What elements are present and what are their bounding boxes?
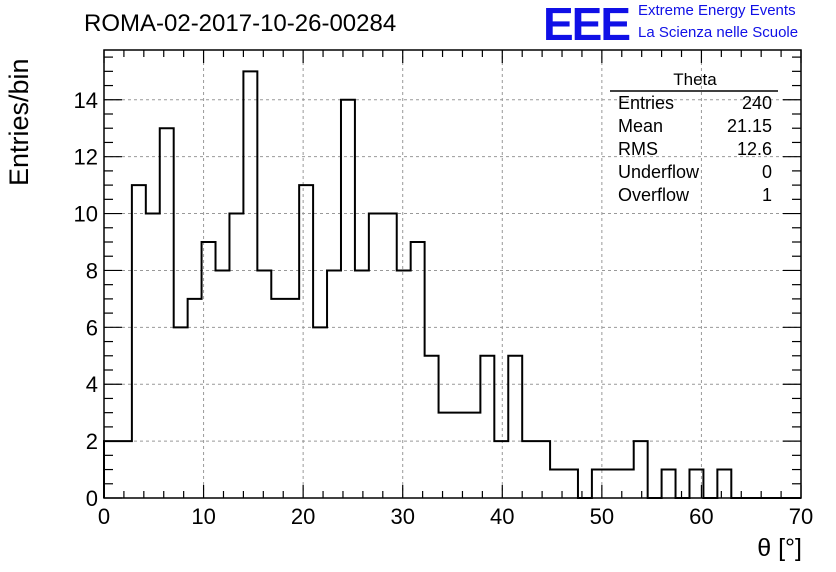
y-tick-label: 0	[86, 486, 98, 511]
stat-value: 12.6	[736, 139, 772, 159]
grid-lines	[104, 50, 801, 498]
stats-title: Theta	[673, 70, 717, 89]
x-tick-label: 20	[291, 504, 315, 529]
x-tick-label: 60	[689, 504, 713, 529]
logo-subtitle-2: La Scienza nelle Scuole	[638, 24, 799, 41]
histogram-line	[103, 70, 801, 499]
stat-value: 0	[761, 162, 772, 182]
x-tick-label: 10	[191, 504, 215, 529]
stat-value: 1	[761, 185, 772, 205]
x-tick-label: 30	[390, 504, 414, 529]
eee-logo: EEE	[543, 0, 631, 50]
stat-key: Entries	[618, 93, 675, 113]
x-axis-label: θ [°]	[757, 534, 802, 562]
x-tick-label: 0	[98, 504, 110, 529]
y-tick-label: 14	[74, 88, 98, 113]
stat-key: Mean	[618, 116, 664, 136]
stat-value: 21.15	[726, 116, 772, 136]
plot-frame	[103, 49, 802, 499]
stat-key: RMS	[618, 139, 658, 159]
y-tick-label: 12	[74, 145, 98, 170]
x-tick-label: 40	[490, 504, 514, 529]
stat-key: Underflow	[618, 162, 700, 182]
stat-value: 240	[741, 93, 772, 113]
y-tick-label: 4	[86, 372, 98, 397]
axis-ticks	[103, 50, 802, 499]
x-tick-label: 50	[590, 504, 614, 529]
stat-key: Overflow	[618, 185, 690, 205]
y-tick-label: 2	[86, 429, 98, 454]
y-tick-label: 6	[86, 315, 98, 340]
run-title: ROMA-02-2017-10-26-00284	[84, 10, 397, 37]
logo-subtitle-1: Extreme Energy Events	[638, 2, 796, 19]
y-tick-label: 8	[86, 258, 98, 283]
x-tick-label: 70	[789, 504, 813, 529]
y-axis-label: Entries/bin	[4, 58, 34, 186]
y-tick-label: 10	[74, 202, 98, 227]
